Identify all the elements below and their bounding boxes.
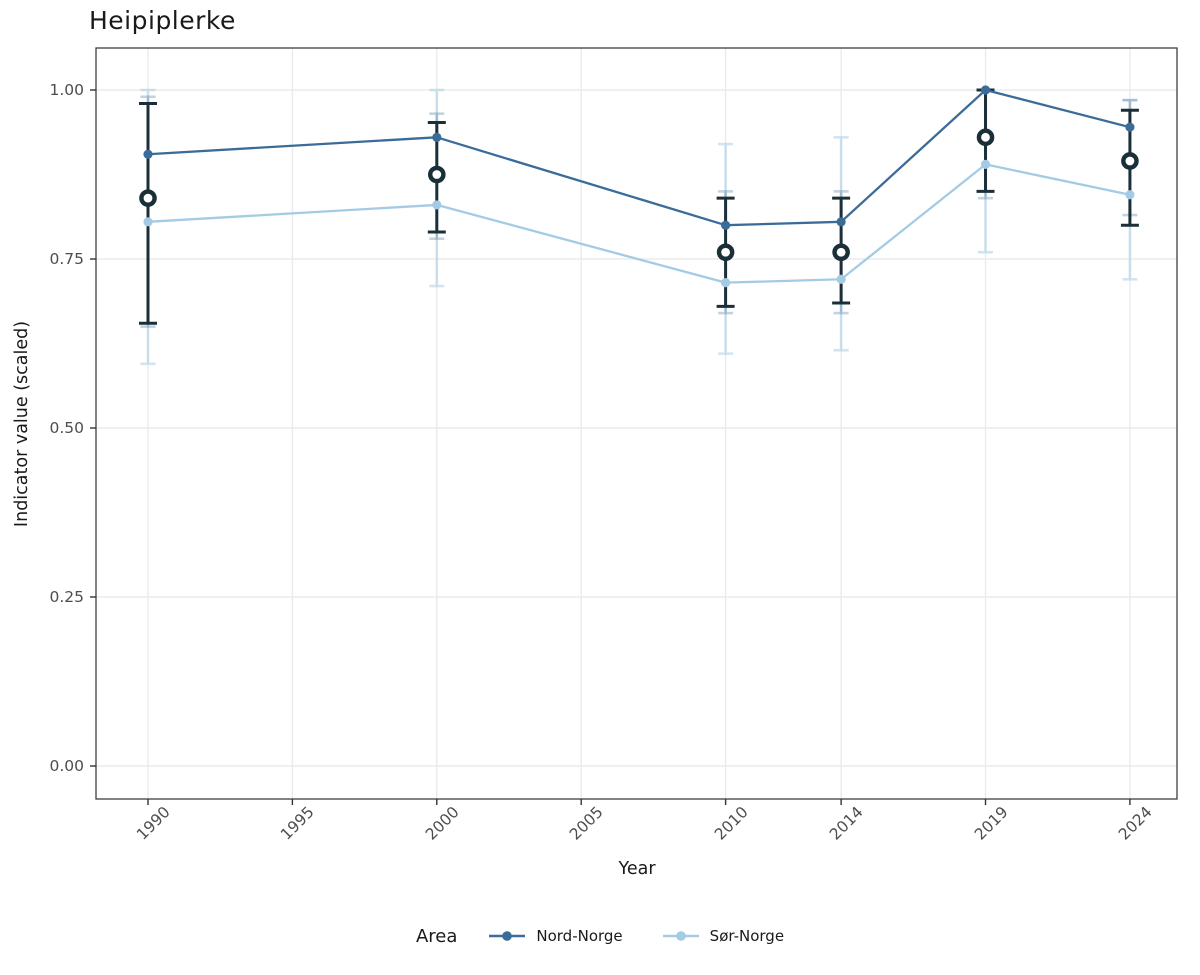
legend-item: Nord-Norge xyxy=(487,927,623,945)
sor-norge-point xyxy=(1125,190,1135,200)
sor-norge-point xyxy=(143,217,153,227)
overall-open-circle xyxy=(427,165,446,184)
nord-norge-point xyxy=(980,85,991,95)
sor-norge-point xyxy=(432,200,442,210)
sor-norge-point xyxy=(836,274,846,284)
panel-background xyxy=(96,48,1177,799)
nord-norge-point xyxy=(143,149,153,159)
overall-open-circle xyxy=(716,243,735,262)
nord-norge-point xyxy=(721,220,731,230)
nord-norge-line xyxy=(147,88,1131,227)
nord-norge-point xyxy=(432,132,442,142)
y-tick-label: 0.25 xyxy=(49,588,84,606)
panel-border xyxy=(95,47,1178,800)
legend: Area Nord-Norge Sør-Norge xyxy=(0,918,1200,954)
sor-norge-point xyxy=(721,278,731,288)
sor-norge-line xyxy=(147,163,1131,284)
overall-open-circle xyxy=(139,189,157,207)
y-tick-label: 0.50 xyxy=(49,419,84,437)
y-tick-label: 0.75 xyxy=(49,250,84,268)
overall-open-circle xyxy=(1121,152,1139,170)
overall-open-circle xyxy=(832,243,850,262)
y-tick-label: 0.00 xyxy=(49,757,84,775)
legend-item-label: Sør-Norge xyxy=(709,927,785,945)
legend-key-icon xyxy=(489,931,526,941)
legend-items: Nord-Norge Sør-Norge xyxy=(479,927,784,945)
legend-key-icon xyxy=(662,931,699,941)
chart-title: Heipiplerke xyxy=(89,6,236,35)
legend-title: Area xyxy=(415,925,458,947)
overall-ci-errorbar xyxy=(139,102,157,325)
x-axis-title: Year xyxy=(618,859,656,879)
legend-item: Sør-Norge xyxy=(661,927,784,945)
legend-key-dot xyxy=(502,931,513,941)
nord-norge-point xyxy=(1125,122,1135,132)
legend-item-label: Nord-Norge xyxy=(536,927,623,945)
nord-norge-point xyxy=(836,217,846,227)
overall-open-circle xyxy=(976,128,995,147)
legend-key-dot xyxy=(675,931,686,941)
sor-norge-point xyxy=(980,159,991,169)
y-tick-label: 1.00 xyxy=(49,81,84,99)
